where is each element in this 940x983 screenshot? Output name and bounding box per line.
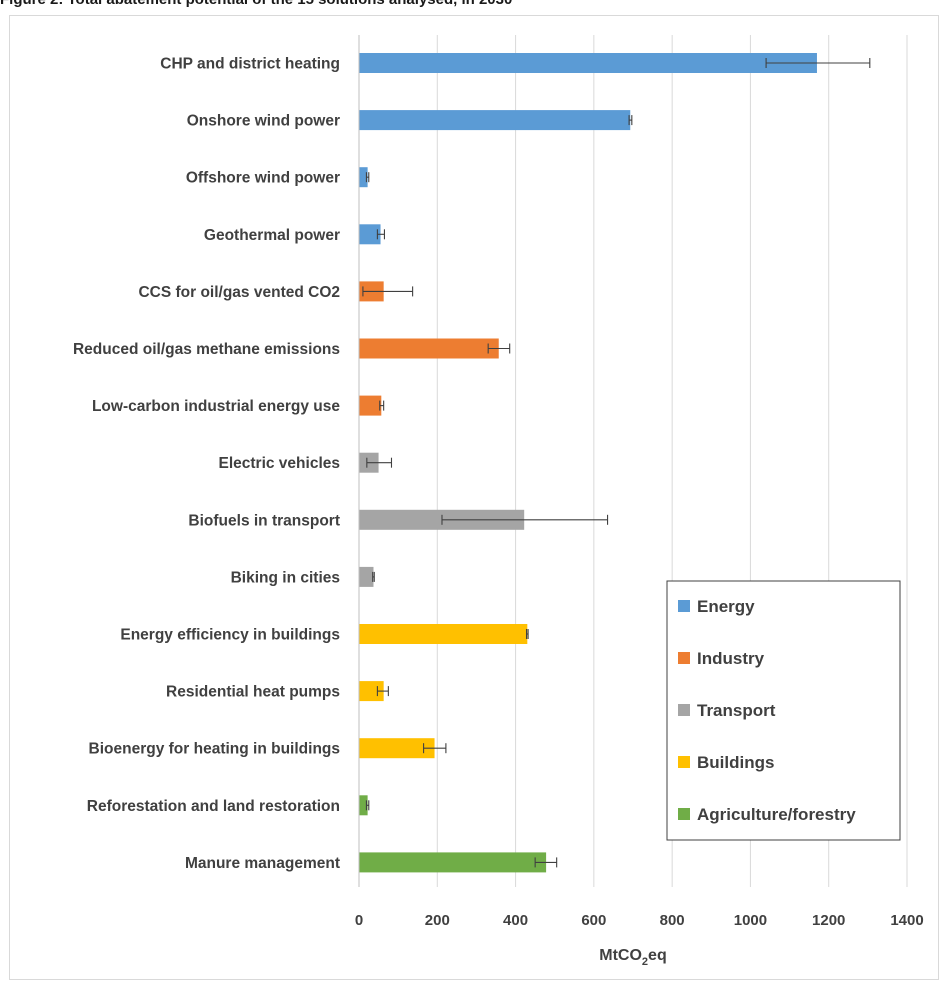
bar — [359, 224, 381, 245]
x-tick-label: 600 — [581, 912, 606, 929]
legend-label: Buildings — [697, 753, 774, 772]
category-label: Reduced oil/gas methane emissions — [73, 341, 340, 358]
x-tick-label: 400 — [503, 912, 528, 929]
legend-swatch — [678, 600, 690, 612]
bar — [359, 566, 374, 587]
legend-swatch — [678, 704, 690, 716]
category-label: Manure management — [185, 855, 340, 872]
bar — [359, 167, 368, 188]
legend-label: Transport — [697, 701, 776, 720]
category-label: Energy efficiency in buildings — [120, 627, 340, 644]
x-tick-label: 1200 — [812, 912, 845, 929]
category-label: Low-carbon industrial energy use — [92, 398, 340, 415]
bar — [359, 624, 528, 644]
bar — [359, 338, 499, 359]
category-label: CHP and district heating — [160, 56, 340, 73]
legend-label: Industry — [697, 649, 765, 668]
legend-label: Energy — [697, 597, 755, 616]
legend-swatch — [678, 808, 690, 820]
x-tick-label: 200 — [425, 912, 450, 929]
bar — [359, 395, 382, 416]
legend-label: Agriculture/forestry — [697, 805, 856, 824]
category-label: Biking in cities — [231, 569, 340, 586]
category-label: Bioenergy for heating in buildings — [89, 741, 340, 758]
category-label: Offshore wind power — [186, 170, 340, 187]
category-label: Electric vehicles — [219, 455, 341, 472]
category-label: CCS for oil/gas vented CO2 — [138, 284, 340, 301]
bar — [359, 795, 368, 816]
legend-swatch — [678, 756, 690, 768]
x-tick-label: 1400 — [890, 912, 923, 929]
x-axis-title: MtCO2eq — [599, 947, 666, 968]
figure-caption: Figure 2: Total abatement potential of t… — [0, 0, 512, 8]
category-label: Geothermal power — [204, 227, 340, 244]
legend-swatch — [678, 652, 690, 664]
category-label: Residential heat pumps — [166, 684, 340, 701]
bar — [359, 110, 631, 131]
x-tick-label: 1000 — [734, 912, 767, 929]
category-label: Biofuels in transport — [188, 512, 340, 529]
category-label: Onshore wind power — [187, 113, 340, 130]
bar — [359, 738, 435, 759]
bar — [359, 852, 547, 873]
legend-box — [666, 580, 901, 841]
category-label: Reforestation and land restoration — [87, 798, 340, 815]
bar — [359, 53, 817, 73]
x-tick-label: 800 — [660, 912, 685, 929]
x-tick-label: 0 — [355, 912, 363, 929]
